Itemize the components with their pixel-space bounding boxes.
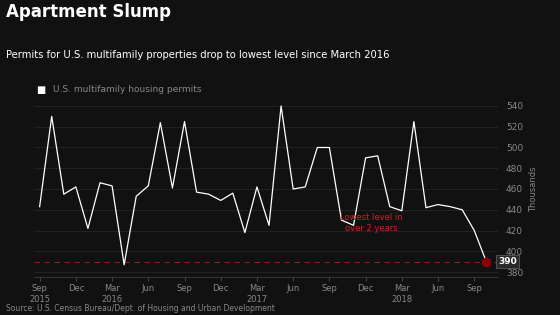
Text: U.S. multifamily housing permits: U.S. multifamily housing permits	[53, 85, 202, 94]
Text: 390: 390	[498, 257, 517, 266]
Text: Permits for U.S. multifamily properties drop to lowest level since March 2016: Permits for U.S. multifamily properties …	[6, 50, 389, 60]
Text: Lowest level in
over 2 years: Lowest level in over 2 years	[340, 213, 403, 232]
Text: Apartment Slump: Apartment Slump	[6, 3, 171, 21]
Text: Source: U.S. Census Bureau/Dept. of Housing and Urban Development: Source: U.S. Census Bureau/Dept. of Hous…	[6, 304, 274, 313]
Text: ■: ■	[36, 85, 46, 95]
Y-axis label: Thousands: Thousands	[529, 166, 538, 212]
